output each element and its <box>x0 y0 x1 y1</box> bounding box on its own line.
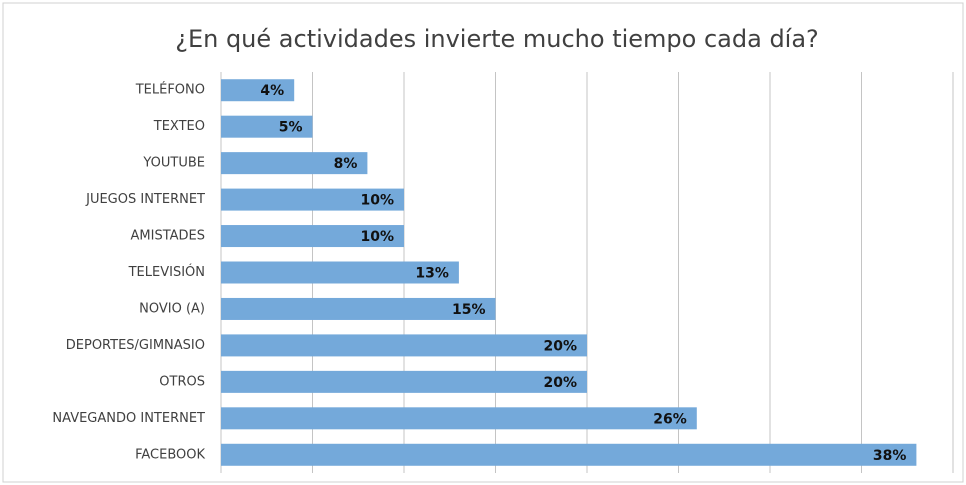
bar <box>221 443 917 466</box>
data-label: 38% <box>873 448 907 464</box>
bar <box>221 79 295 102</box>
y-tick-label: YOUTUBE <box>142 156 205 171</box>
data-label: 4% <box>260 83 284 99</box>
data-label: 15% <box>452 302 486 318</box>
bar <box>221 370 587 393</box>
bar <box>221 225 404 248</box>
y-tick-label: NOVIO (A) <box>139 301 205 316</box>
data-label: 20% <box>543 375 577 391</box>
y-tick-label: TELEVISIÓN <box>128 264 205 280</box>
y-tick-label: TEXTEO <box>153 119 205 134</box>
data-label: 10% <box>360 229 394 245</box>
data-label: 5% <box>279 120 303 136</box>
data-label: 13% <box>415 266 449 282</box>
data-label: 10% <box>360 193 394 209</box>
bar <box>221 188 404 211</box>
y-tick-label: AMISTADES <box>131 229 206 244</box>
y-tick-label: TELÉFONO <box>135 82 205 98</box>
y-tick-label: DEPORTES/GIMNASIO <box>66 338 205 353</box>
bar <box>221 115 313 138</box>
bar <box>221 152 368 175</box>
bar <box>221 297 496 320</box>
data-label: 26% <box>653 411 687 427</box>
data-label: 8% <box>334 156 358 172</box>
y-tick-label: JUEGOS INTERNET <box>85 192 205 207</box>
bar <box>221 334 587 357</box>
data-label: 20% <box>543 338 577 354</box>
bar <box>221 261 459 284</box>
y-tick-label: OTROS <box>159 374 205 389</box>
bar <box>221 407 697 430</box>
y-tick-label: NAVEGANDO INTERNET <box>52 411 205 426</box>
chart-title: ¿En qué actividades invierte mucho tiemp… <box>175 25 819 53</box>
y-tick-label: FACEBOOK <box>135 447 205 462</box>
